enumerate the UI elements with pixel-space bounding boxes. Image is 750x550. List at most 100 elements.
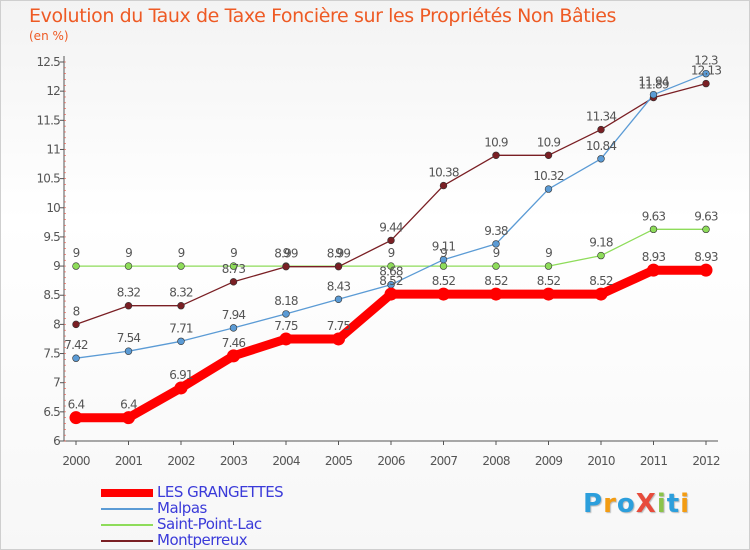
data-label: 8.32 — [117, 286, 141, 300]
chart-title: Evolution du Taux de Taxe Foncière sur l… — [29, 5, 617, 27]
data-point — [229, 324, 238, 332]
data-point — [122, 411, 135, 425]
data-point — [124, 347, 133, 355]
x-tick-label: 2001 — [115, 454, 143, 468]
data-point — [124, 302, 133, 310]
data-label: 10.9 — [484, 135, 508, 149]
data-point — [492, 240, 500, 248]
data-point — [177, 337, 185, 345]
data-label: 7.94 — [222, 308, 246, 322]
y-tick-label: 11.5 — [36, 113, 60, 127]
y-tick-label: 10.5 — [36, 172, 60, 186]
data-label: 9 — [335, 246, 342, 260]
logo-letter: o — [616, 489, 636, 519]
x-tick-label: 2011 — [640, 454, 668, 468]
data-label: 11.34 — [586, 110, 617, 124]
data-label: 9 — [125, 246, 132, 260]
data-point — [334, 295, 343, 304]
data-label: 9.44 — [379, 220, 403, 234]
data-label: 9.38 — [484, 224, 508, 238]
logo-letter: r — [603, 489, 617, 519]
data-point — [334, 262, 343, 271]
data-label: 10.84 — [586, 139, 617, 153]
logo-letter: X — [635, 489, 657, 519]
x-tick-label: 2010 — [587, 454, 615, 468]
data-point — [544, 151, 553, 159]
data-point — [282, 310, 290, 318]
data-point — [489, 287, 503, 301]
y-tick-label: 8 — [53, 317, 60, 331]
y-tick-label: 7.5 — [43, 347, 60, 361]
data-point — [124, 262, 133, 270]
x-tick-label: 2009 — [535, 454, 563, 468]
data-label: 8.93 — [694, 250, 718, 264]
data-label: 8.52 — [589, 274, 613, 288]
data-label: 9.63 — [642, 209, 666, 223]
data-point — [647, 263, 660, 277]
logo-letter: P — [583, 489, 604, 519]
data-label: 10.38 — [428, 166, 459, 180]
x-tick-label: 2006 — [377, 454, 405, 468]
data-label: 8 — [73, 304, 80, 318]
data-label: 8.73 — [222, 262, 246, 276]
x-tick-label: 2008 — [482, 454, 510, 468]
data-label: 9 — [230, 246, 237, 260]
data-label: 6.91 — [169, 368, 193, 382]
data-label: 8.99 — [327, 247, 351, 261]
data-point — [702, 225, 710, 234]
y-tick-label: 9.5 — [43, 230, 60, 244]
data-label: 9 — [73, 246, 80, 260]
data-point — [699, 263, 713, 277]
data-label: 9 — [440, 246, 447, 260]
data-label: 6.4 — [120, 398, 137, 412]
legend-label: Malpas — [157, 499, 207, 517]
y-tick-label: 6.5 — [43, 405, 60, 419]
proxiti-logo: ProXiti — [583, 489, 690, 519]
data-label: 7.46 — [222, 336, 246, 350]
legend-swatch — [101, 489, 153, 497]
data-point — [649, 90, 658, 99]
data-label: 9 — [493, 246, 500, 260]
data-point — [282, 262, 290, 271]
legend-swatch — [101, 524, 153, 526]
data-label: 12.3 — [694, 54, 718, 68]
data-label: 8.32 — [169, 286, 193, 300]
x-tick-label: 2000 — [62, 454, 90, 468]
logo-letter: i — [656, 489, 667, 519]
y-tick-label: 6 — [53, 434, 60, 448]
legend-label: LES GRANGETTES — [157, 483, 284, 501]
data-point — [174, 381, 188, 395]
data-label: 9 — [388, 246, 395, 260]
data-label: 8.68 — [379, 265, 403, 279]
y-tick-label: 10 — [46, 201, 60, 215]
data-label: 9 — [283, 246, 290, 260]
data-point — [492, 262, 500, 270]
data-point — [227, 349, 240, 363]
legend-label: Saint-Point-Lac — [157, 515, 262, 533]
data-point — [492, 151, 500, 159]
data-label: 9 — [545, 246, 552, 260]
data-point — [72, 320, 80, 329]
data-label: 8.52 — [484, 274, 508, 288]
data-point — [387, 236, 395, 245]
data-point — [439, 181, 448, 190]
data-point — [69, 411, 83, 425]
data-point — [279, 332, 293, 346]
y-tick-label: 9 — [53, 259, 60, 273]
data-point — [594, 287, 608, 301]
data-point — [439, 255, 448, 264]
x-tick-label: 2005 — [325, 454, 353, 468]
data-point — [544, 185, 553, 193]
data-label: 8.18 — [274, 294, 298, 308]
data-label: 10.32 — [533, 169, 564, 183]
legend-swatch — [101, 508, 153, 510]
data-label: 11.89 — [638, 78, 669, 92]
data-label: 9.11 — [432, 240, 456, 254]
data-label: 10.9 — [537, 135, 561, 149]
chart-unit-label: (en %) — [29, 29, 69, 43]
data-point — [72, 262, 80, 270]
data-point — [387, 262, 395, 270]
data-label: 8.99 — [274, 247, 298, 261]
